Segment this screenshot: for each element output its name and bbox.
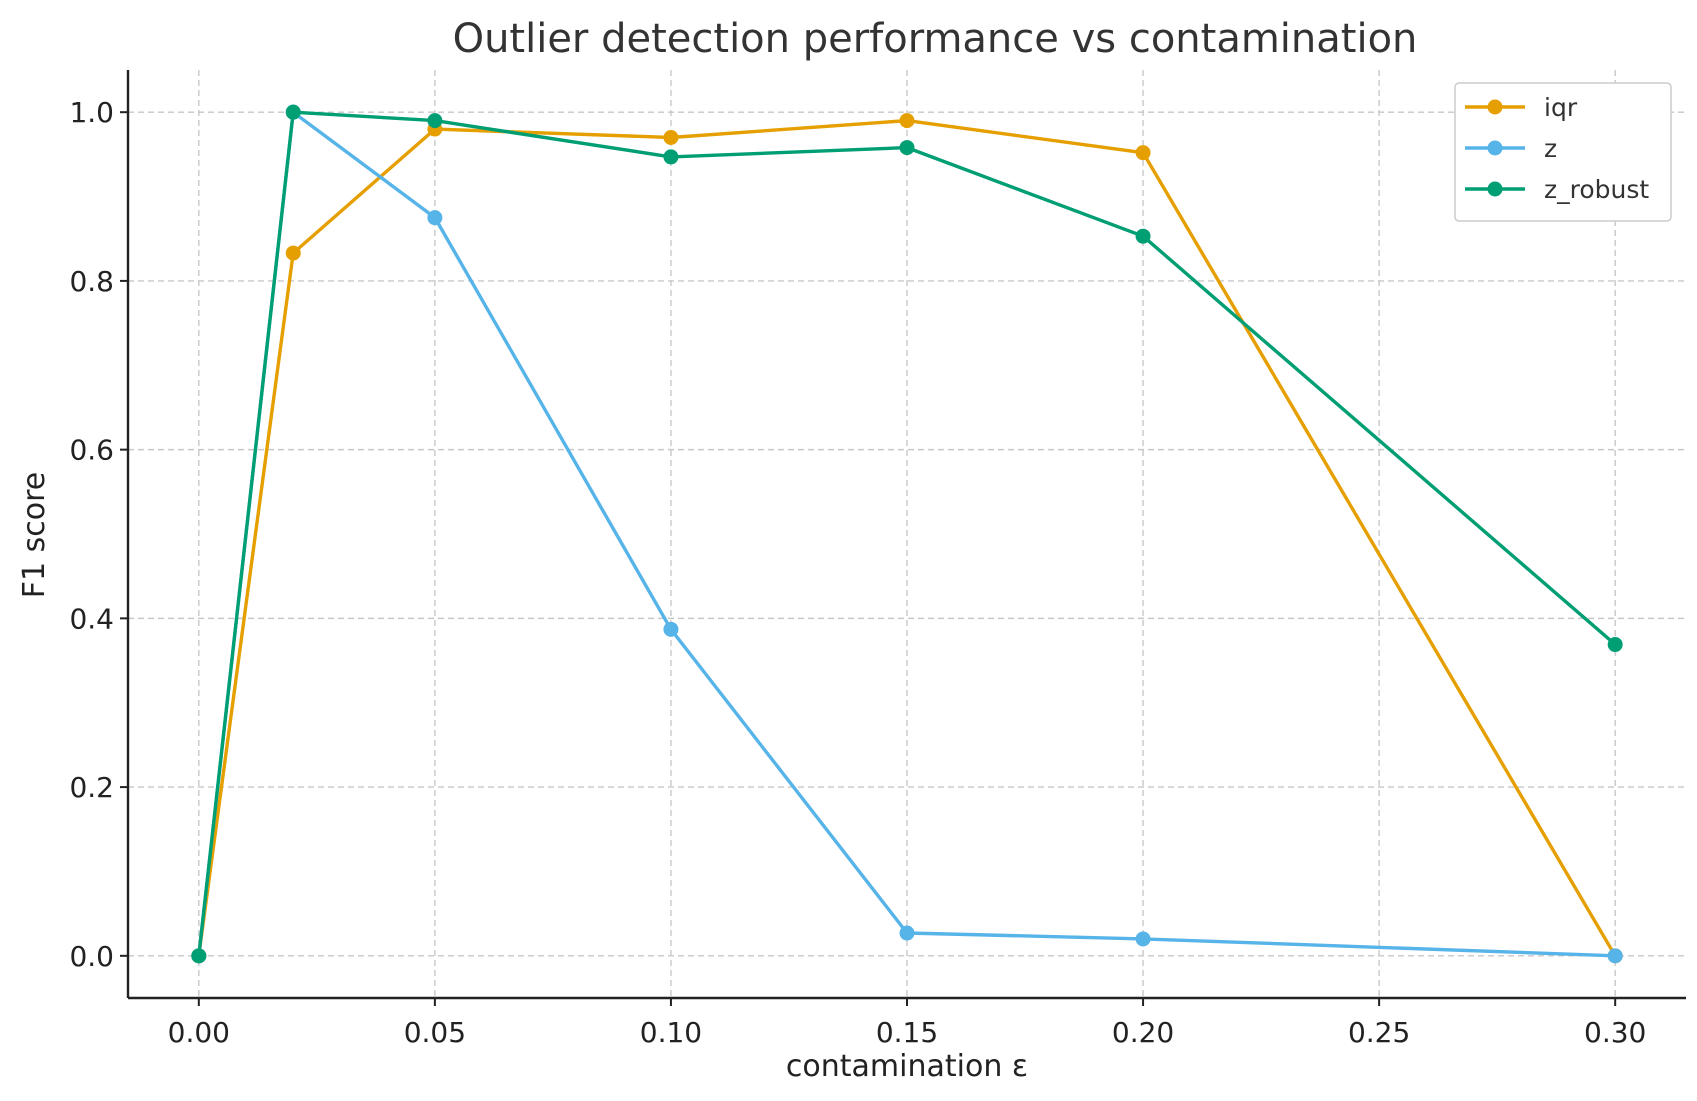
data-point-z_robust: [1135, 228, 1151, 244]
x-tick-label: 0.20: [1112, 1016, 1174, 1049]
data-point-z: [663, 621, 679, 637]
y-tick-label: 0.2: [69, 771, 114, 804]
series-z_robust: [191, 104, 1623, 964]
x-tick-label: 0.25: [1348, 1016, 1410, 1049]
data-point-z_robust: [899, 140, 915, 156]
legend-swatch-marker: [1487, 140, 1503, 156]
x-axis-label: contamination ε: [786, 1049, 1028, 1084]
legend-label: z_robust: [1544, 175, 1649, 204]
legend-swatch-marker: [1487, 99, 1503, 115]
data-point-iqr: [899, 113, 915, 129]
data-point-z_robust: [663, 149, 679, 165]
y-tick-label: 0.6: [69, 434, 114, 467]
data-point-z_robust: [427, 113, 443, 129]
data-point-iqr: [285, 245, 301, 261]
x-tick-label: 0.05: [404, 1016, 466, 1049]
data-point-z: [1607, 948, 1623, 964]
series-layer: [191, 104, 1623, 964]
legend-item-iqr: iqr: [1465, 93, 1578, 122]
y-axis-label: F1 score: [17, 472, 52, 599]
data-point-z: [899, 925, 915, 941]
chart-title: Outlier detection performance vs contami…: [453, 16, 1418, 62]
legend-item-z: z: [1465, 134, 1557, 163]
data-point-iqr: [663, 129, 679, 145]
legend-box: [1454, 82, 1672, 222]
legend-swatch-marker: [1487, 181, 1503, 197]
ticks: 0.00 0.05 0.10 0.15 0.20 0.25 0.30 0.0 0.2 0.4 0.6…: [69, 96, 1646, 1049]
y-tick-label: 0.4: [69, 602, 114, 635]
legend: iqr z z_robust: [1454, 82, 1672, 222]
data-point-z_robust: [1607, 637, 1623, 653]
legend-label: iqr: [1544, 93, 1578, 122]
y-tick-label: 0.0: [69, 940, 114, 973]
data-point-iqr: [1135, 145, 1151, 161]
grid: [128, 70, 1686, 998]
x-tick-label: 0.10: [640, 1016, 702, 1049]
data-point-z: [1135, 931, 1151, 947]
x-tick-label: 0.15: [876, 1016, 938, 1049]
y-tick-label: 1.0: [69, 96, 114, 129]
data-point-z_robust: [191, 948, 207, 964]
data-point-z_robust: [285, 104, 301, 120]
legend-label: z: [1544, 134, 1557, 163]
legend-item-z_robust: z_robust: [1465, 175, 1649, 204]
y-tick-label: 0.8: [69, 265, 114, 298]
data-point-z: [427, 210, 443, 226]
x-tick-label: 0.30: [1584, 1016, 1646, 1049]
x-tick-label: 0.00: [168, 1016, 230, 1049]
